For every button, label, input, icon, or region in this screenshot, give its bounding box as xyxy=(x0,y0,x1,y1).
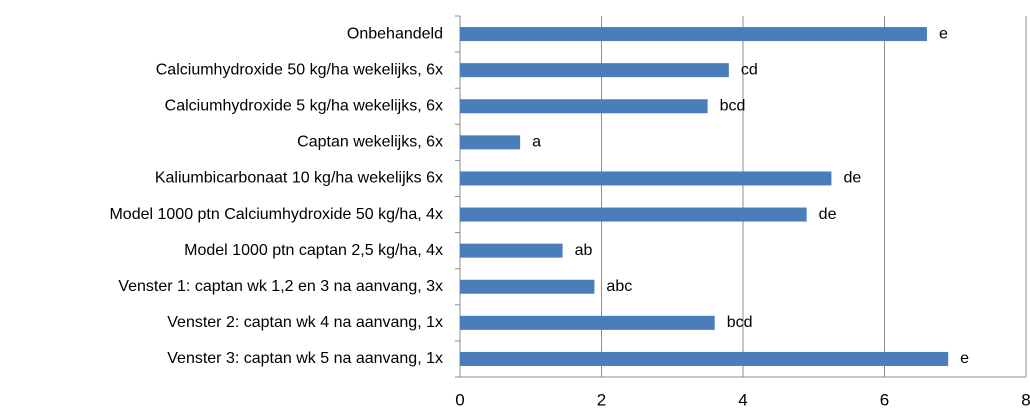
y-tick-label: Kaliumbicarbonaat 10 kg/ha wekelijks 6x xyxy=(155,170,443,187)
x-tick-label: 0 xyxy=(455,390,464,409)
y-tick-label: Captan wekelijks, 6x xyxy=(297,134,443,151)
bar xyxy=(460,99,708,114)
y-tick-label: Onbehandeld xyxy=(347,25,443,42)
bar xyxy=(460,63,729,78)
bar-annotation: ab xyxy=(575,242,593,259)
y-tick-label: Calciumhydroxide 50 kg/ha wekelijks, 6x xyxy=(156,61,443,78)
x-tick-label: 8 xyxy=(1021,390,1030,409)
bar xyxy=(460,279,595,294)
bar-annotation: e xyxy=(960,350,969,367)
y-tick-label: Model 1000 ptn captan 2,5 kg/ha, 4x xyxy=(184,242,443,259)
bar xyxy=(460,243,563,258)
bar-annotation: de xyxy=(843,170,861,187)
y-tick-label: Model 1000 ptn Calciumhydroxide 50 kg/ha… xyxy=(109,206,443,223)
y-tick-label: Calciumhydroxide 5 kg/ha wekelijks, 6x xyxy=(165,97,443,114)
y-tick-label: Venster 1: captan wk 1,2 en 3 na aanvang… xyxy=(118,278,443,295)
bar xyxy=(460,27,927,42)
bar xyxy=(460,207,807,222)
bar-annotation: bcd xyxy=(727,314,753,331)
bar xyxy=(460,315,715,330)
bar-annotation: e xyxy=(939,25,948,42)
bar xyxy=(460,351,949,366)
bar-annotation: a xyxy=(532,134,541,151)
x-tick-label: 2 xyxy=(597,390,606,409)
bar-annotation: abc xyxy=(606,278,632,295)
y-tick-label: Venster 3: captan wk 5 na aanvang, 1x xyxy=(167,350,443,367)
bar xyxy=(460,135,521,150)
x-tick-label: 4 xyxy=(738,390,747,409)
bar xyxy=(460,171,832,186)
bar-annotation: cd xyxy=(741,61,758,78)
x-tick-label: 6 xyxy=(880,390,889,409)
y-tick-label: Venster 2: captan wk 4 na aanvang, 1x xyxy=(167,314,443,331)
bar-annotation: bcd xyxy=(720,97,746,114)
bar-annotation: de xyxy=(819,206,837,223)
